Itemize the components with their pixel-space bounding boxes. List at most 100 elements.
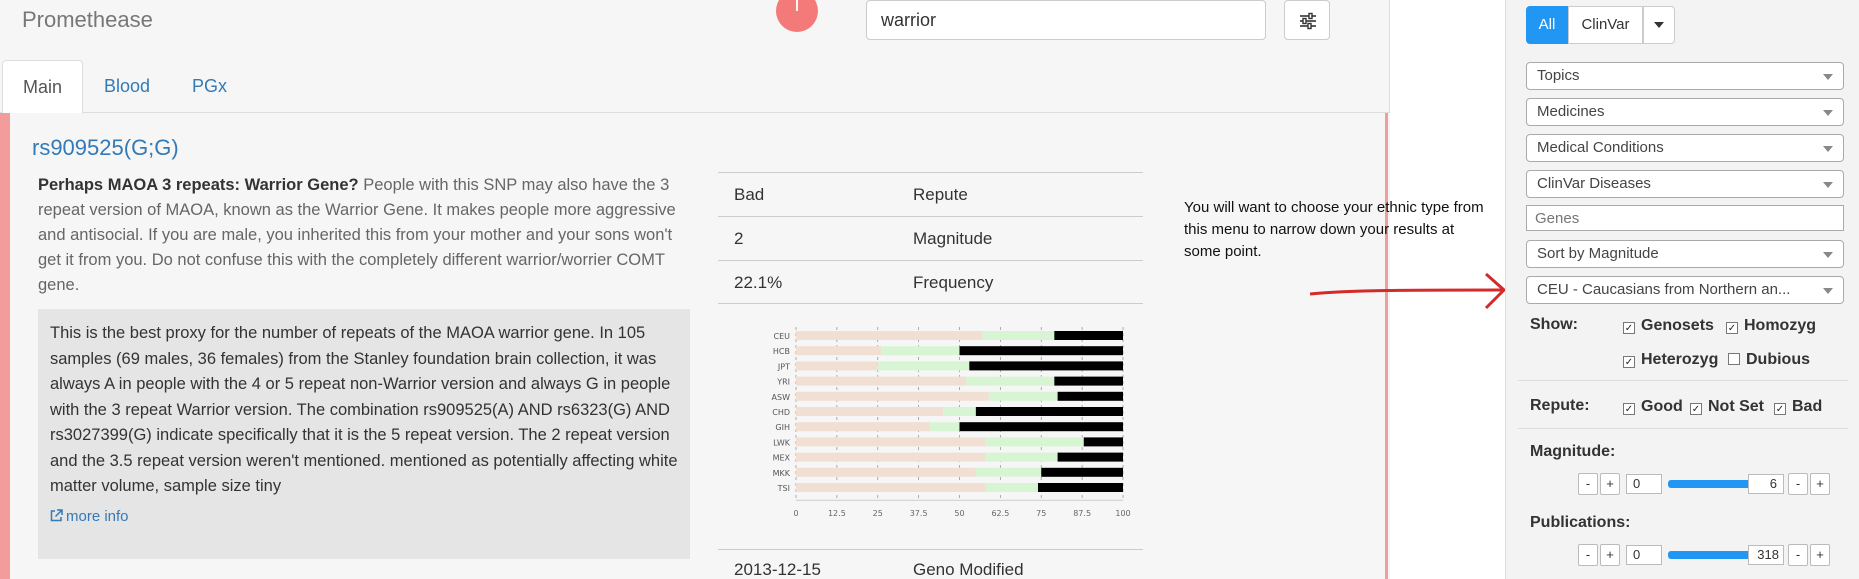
- fact-key: Repute: [913, 185, 968, 204]
- fact-value: 2: [734, 229, 744, 248]
- filter-settings-button[interactable]: [1284, 0, 1330, 40]
- clinvar-diseases-dropdown[interactable]: ClinVar Diseases: [1526, 170, 1844, 198]
- bar-segment: [877, 361, 970, 371]
- divider: [1518, 428, 1848, 429]
- publications-label: Publications:: [1530, 514, 1631, 531]
- heterozyg-label: Heterozyg: [1641, 351, 1719, 368]
- bar-segment: [796, 331, 983, 340]
- category-label: CHD: [772, 408, 790, 417]
- topics-dropdown[interactable]: Topics: [1526, 62, 1844, 90]
- x-tick-label: 100: [1115, 509, 1130, 518]
- toggle-more-button[interactable]: [1643, 6, 1675, 44]
- sort-dropdown-label: Sort by Magnitude: [1537, 245, 1659, 262]
- toggle-clinvar-button[interactable]: ClinVar: [1568, 6, 1643, 44]
- category-label: TSI: [777, 484, 790, 493]
- category-label: MKK: [773, 469, 791, 478]
- publications-min-increment-button[interactable]: +: [1600, 544, 1620, 566]
- chevron-down-icon: [1823, 110, 1833, 116]
- population-dropdown[interactable]: CEU - Caucasians from Northern an...: [1526, 276, 1844, 304]
- snp-card: rs909525(G;G) Perhaps MAOA 3 repeats: Wa…: [0, 113, 1390, 579]
- fact-row-magnitude: 2 Magnitude: [718, 216, 1143, 260]
- repute-good-label: Good: [1641, 398, 1683, 415]
- bar-segment: [959, 346, 1123, 356]
- chevron-down-icon: [1823, 182, 1833, 188]
- category-label: JPT: [777, 362, 790, 371]
- bar-segment: [982, 331, 1055, 340]
- repute-good-checkbox[interactable]: ✓ Good: [1623, 398, 1683, 416]
- checkbox-checked-icon: ✓: [1774, 403, 1786, 415]
- medical-conditions-dropdown[interactable]: Medical Conditions: [1526, 134, 1844, 162]
- heterozyg-checkbox[interactable]: ✓ Heterozyg: [1623, 351, 1718, 369]
- homozyg-label: Homozyg: [1744, 317, 1816, 334]
- repute-bad-checkbox[interactable]: ✓ Bad: [1774, 398, 1822, 416]
- medicines-dropdown[interactable]: Medicines: [1526, 98, 1844, 126]
- chevron-down-icon: [1823, 146, 1833, 152]
- snp-title[interactable]: rs909525(G;G): [32, 135, 179, 160]
- homozyg-checkbox[interactable]: ✓ Homozyg: [1726, 317, 1816, 335]
- tab-main[interactable]: Main: [2, 60, 84, 114]
- annotation-note: You will want to choose your ethnic type…: [1184, 199, 1484, 260]
- repute-not-set-checkbox[interactable]: ✓ Not Set: [1690, 398, 1764, 416]
- population-frequency-chart: CEU HCB JPT YRI ASW CHD GIH LWK MEX MKK TSI 0 12.5 25…: [772, 327, 1131, 518]
- search-input[interactable]: [866, 0, 1266, 40]
- toggle-all-button[interactable]: All: [1526, 6, 1568, 44]
- dubious-checkbox[interactable]: Dubious: [1728, 351, 1810, 369]
- magnitude-min-value[interactable]: 0: [1626, 474, 1662, 494]
- caret-down-icon: [1654, 22, 1664, 29]
- medical-conditions-dropdown-label: Medical Conditions: [1537, 139, 1664, 156]
- fact-key: Frequency: [913, 273, 994, 292]
- sort-dropdown[interactable]: Sort by Magnitude: [1526, 240, 1844, 268]
- magnitude-label: Magnitude:: [1530, 443, 1616, 460]
- snp-facts-table: Bad Repute 2 Magnitude 22.1% Frequency: [718, 172, 1143, 304]
- tab-bar: Main Blood PGx: [0, 60, 1390, 114]
- publications-min-value[interactable]: 0: [1626, 545, 1662, 565]
- genes-input[interactable]: [1526, 205, 1844, 231]
- bar-segment: [966, 376, 1055, 386]
- main-panel: Promethease T Main Blood PGx rs909525(G;…: [0, 0, 1390, 579]
- more-info-link[interactable]: more info: [50, 504, 678, 530]
- fact-key: Magnitude: [913, 229, 993, 248]
- category-label: MEX: [773, 454, 791, 463]
- genosets-checkbox[interactable]: ✓ Genosets: [1623, 317, 1714, 335]
- x-tick-label: 87.5: [1073, 509, 1091, 518]
- bar-segment: [881, 346, 960, 356]
- magnitude-max-increment-button[interactable]: +: [1810, 473, 1830, 495]
- publications-slider-track[interactable]: [1668, 551, 1772, 559]
- fact-row-repute: Bad Repute: [718, 172, 1143, 216]
- fact-value: 2013-12-15: [734, 560, 821, 579]
- fact-key: Geno Modified: [913, 560, 1024, 579]
- magnitude-min-decrement-button[interactable]: -: [1578, 473, 1598, 495]
- tab-pgx[interactable]: PGx: [192, 76, 228, 96]
- magnitude-max-value[interactable]: 6: [1748, 474, 1784, 494]
- publications-max-value[interactable]: 318: [1748, 545, 1784, 565]
- bar-segment: [1041, 467, 1123, 477]
- magnitude-max-decrement-button[interactable]: -: [1788, 473, 1808, 495]
- card-right-border: [1385, 113, 1388, 579]
- show-label: Show:: [1530, 316, 1578, 333]
- checkbox-unchecked-icon: [1728, 353, 1740, 365]
- chevron-down-icon: [1823, 288, 1833, 294]
- bar-segment: [988, 391, 1058, 401]
- bar-segment: [796, 437, 986, 447]
- bar-segment: [975, 407, 1123, 416]
- fact-value: 22.1%: [734, 273, 783, 292]
- clinvar-diseases-dropdown-label: ClinVar Diseases: [1537, 175, 1651, 192]
- snp-summary-headline: Perhaps MAOA 3 repeats: Warrior Gene?: [38, 176, 359, 194]
- checkbox-checked-icon: ✓: [1623, 403, 1635, 415]
- logo-icon: T: [776, 0, 818, 32]
- medicines-dropdown-label: Medicines: [1537, 103, 1605, 120]
- magnitude-slider-track[interactable]: [1668, 480, 1772, 488]
- external-link-icon: [50, 508, 63, 521]
- publications-min-decrement-button[interactable]: -: [1578, 544, 1598, 566]
- magnitude-min-increment-button[interactable]: +: [1600, 473, 1620, 495]
- publications-max-decrement-button[interactable]: -: [1788, 544, 1808, 566]
- category-label: HCB: [773, 347, 790, 356]
- x-tick-label: 12.5: [828, 509, 846, 518]
- sliders-icon: [1300, 12, 1316, 30]
- bar-segment: [1057, 452, 1123, 462]
- bar-segment: [1057, 391, 1123, 401]
- bar-segment: [1037, 483, 1123, 492]
- bar-segment: [796, 407, 944, 416]
- tab-blood[interactable]: Blood: [104, 76, 151, 96]
- publications-max-increment-button[interactable]: +: [1810, 544, 1830, 566]
